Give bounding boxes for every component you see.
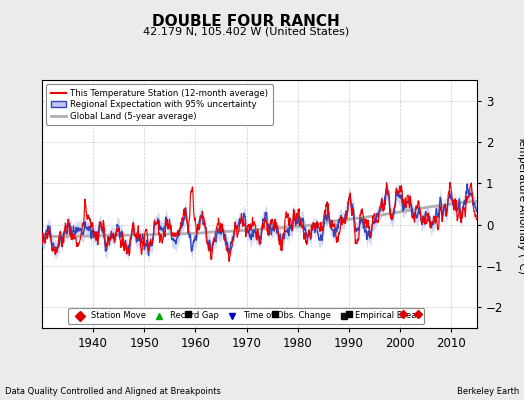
Text: Berkeley Earth: Berkeley Earth	[456, 387, 519, 396]
Y-axis label: Temperature Anomaly (°C): Temperature Anomaly (°C)	[517, 134, 524, 274]
Text: 42.179 N, 105.402 W (United States): 42.179 N, 105.402 W (United States)	[143, 26, 350, 36]
Text: DOUBLE FOUR RANCH: DOUBLE FOUR RANCH	[152, 14, 340, 29]
Text: Data Quality Controlled and Aligned at Breakpoints: Data Quality Controlled and Aligned at B…	[5, 387, 221, 396]
Legend: Station Move, Record Gap, Time of Obs. Change, Empirical Break: Station Move, Record Gap, Time of Obs. C…	[68, 308, 424, 324]
